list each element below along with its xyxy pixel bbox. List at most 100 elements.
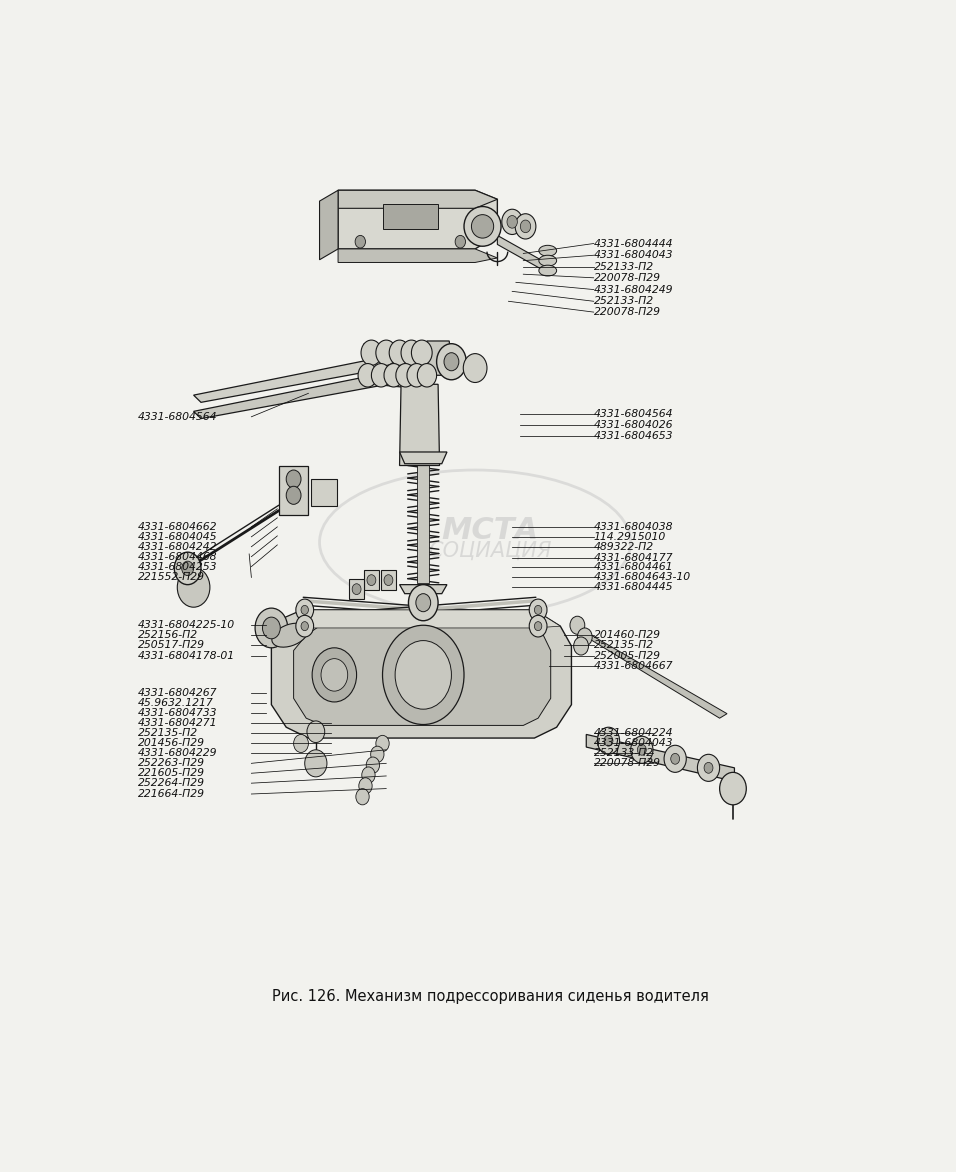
Text: 252135-П2: 252135-П2 [138,728,198,737]
Text: 4331-6804253: 4331-6804253 [138,561,218,572]
Circle shape [367,574,376,586]
Text: 4331-6804045: 4331-6804045 [138,532,218,541]
Circle shape [574,638,589,655]
Polygon shape [193,374,430,418]
Circle shape [418,363,437,387]
Polygon shape [338,190,497,248]
Text: 220078-П29: 220078-П29 [594,758,661,769]
Circle shape [402,340,422,366]
Ellipse shape [539,255,556,266]
Circle shape [464,354,487,382]
Polygon shape [268,613,306,633]
Circle shape [520,220,531,233]
Text: 4331-6804038: 4331-6804038 [594,522,673,532]
Circle shape [671,754,680,764]
Circle shape [355,236,365,248]
Text: 4331-6804733: 4331-6804733 [138,708,218,717]
Circle shape [407,363,426,387]
Circle shape [384,574,393,586]
Circle shape [177,567,210,607]
Text: 489322-П2: 489322-П2 [594,541,654,552]
Text: 45.9632.1217: 45.9632.1217 [138,697,214,708]
Ellipse shape [471,214,493,238]
Text: 4331-6804564: 4331-6804564 [594,409,673,420]
Circle shape [444,353,459,370]
Circle shape [530,615,547,638]
Circle shape [411,340,432,366]
Bar [418,457,429,582]
Text: 4331-6804177: 4331-6804177 [594,552,673,563]
Text: 4331-6804662: 4331-6804662 [138,522,218,532]
Circle shape [356,789,369,805]
Circle shape [437,343,467,380]
Text: 252263-П29: 252263-П29 [138,758,205,769]
Text: 221552-П29: 221552-П29 [138,572,205,582]
Circle shape [384,363,403,387]
Circle shape [286,486,301,504]
Circle shape [664,745,686,772]
Circle shape [352,584,361,594]
Circle shape [371,363,391,387]
Ellipse shape [539,265,556,277]
Circle shape [361,340,381,366]
Circle shape [570,616,585,634]
Ellipse shape [539,245,556,257]
Circle shape [455,236,466,248]
Text: 220078-П29: 220078-П29 [594,273,661,282]
Text: 252005-П29: 252005-П29 [594,650,661,661]
Text: 252135-П2: 252135-П2 [594,640,654,650]
Circle shape [376,340,397,366]
Polygon shape [309,609,560,628]
Circle shape [604,735,613,747]
Circle shape [182,561,193,575]
Polygon shape [400,452,447,464]
Circle shape [307,721,325,743]
Circle shape [286,470,301,488]
Text: 252133-П2: 252133-П2 [594,749,654,758]
Text: 4331-6804229: 4331-6804229 [138,749,218,758]
Text: 4331-6804178-01: 4331-6804178-01 [138,650,235,661]
Circle shape [301,606,309,614]
Polygon shape [338,190,497,209]
Circle shape [395,641,451,709]
Text: 252133-П2: 252133-П2 [594,297,654,306]
Ellipse shape [272,624,308,647]
Polygon shape [497,236,546,272]
Circle shape [358,778,372,793]
Polygon shape [364,343,442,359]
Text: 4331-6804043: 4331-6804043 [594,737,673,748]
Bar [279,465,309,516]
Circle shape [534,606,542,614]
Bar [349,579,364,599]
Text: 4331-6804026: 4331-6804026 [594,420,673,430]
Text: 250517-П29: 250517-П29 [138,640,205,650]
Text: 252264-П29: 252264-П29 [138,778,205,789]
Polygon shape [586,735,734,782]
Circle shape [577,628,592,646]
Circle shape [301,621,309,631]
Text: 221605-П29: 221605-П29 [138,769,205,778]
Polygon shape [400,585,447,594]
Text: 4331-6804224: 4331-6804224 [594,728,673,737]
Circle shape [534,621,542,631]
Circle shape [697,755,720,782]
Circle shape [305,750,327,777]
Text: Рис. 126. Механизм подрессоривания сиденья водителя: Рис. 126. Механизм подрессоривания сиден… [272,989,708,1003]
Circle shape [376,735,389,751]
Text: 4331-6804653: 4331-6804653 [594,431,673,441]
Text: 114.2915010: 114.2915010 [594,532,666,541]
Circle shape [389,340,410,366]
Text: 4331-6804564: 4331-6804564 [138,411,218,422]
Circle shape [382,625,464,724]
Polygon shape [400,384,440,465]
Circle shape [263,618,280,639]
Circle shape [295,599,314,621]
Text: 4331-6804267: 4331-6804267 [138,688,218,699]
Text: 252156-П2: 252156-П2 [138,631,198,640]
Text: СОЦИАЦИЯ: СОЦИАЦИЯ [428,541,552,561]
Circle shape [312,648,357,702]
Text: 4331-6804225-10: 4331-6804225-10 [138,620,235,631]
Text: 4331-6804249: 4331-6804249 [594,285,673,294]
Text: 220078-П29: 220078-П29 [594,307,661,318]
Polygon shape [319,190,338,260]
